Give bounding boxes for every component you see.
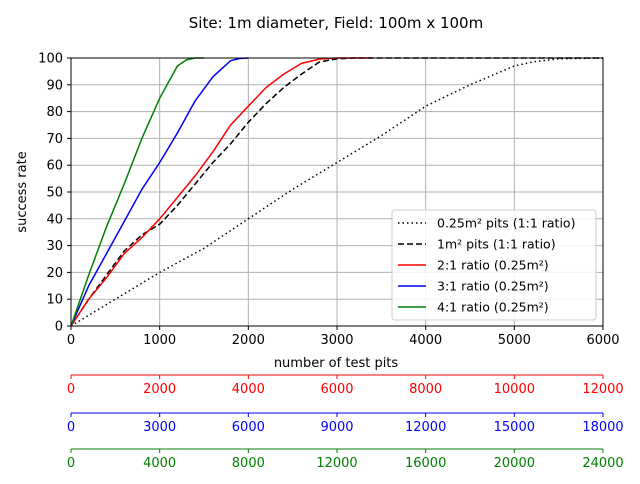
legend: 0.25m² pits (1:1 ratio) 1m² pits (1:1 rat… [391,209,597,321]
y-tick-label: 90 [46,78,63,93]
series-line-2 [70,57,603,327]
secondary-axis-label: 0 [67,382,75,397]
secondary-axis-label: 24000 [582,456,623,471]
chart-title: Site: 1m diameter, Field: 100m x 100m [189,14,483,32]
y-axis-label: success rate [15,151,30,232]
y-tick-label: 10 [46,293,63,308]
legend-label-3: 2:1 ratio (0.25m²) [437,258,549,273]
y-tick-label: 0 [55,320,63,335]
secondary-axis-label: 8000 [409,382,442,397]
series-line-1 [70,57,604,327]
legend-label-2: 1m² pits (1:1 ratio) [437,237,556,252]
y-tick-label: 20 [46,266,63,281]
x-tick-label: 5000 [498,333,531,348]
secondary-axes-layer: 0 2000 4000 6000 8000 10000 12000 0 3000 6000 9000… [67,374,624,471]
y-tick-label: 50 [46,186,63,201]
secondary-axis-label: 0 [67,456,75,471]
secondary-axis-label: 4000 [143,456,176,471]
secondary-axis-label: 12000 [316,456,357,471]
x-axis-label: number of test pits [274,356,399,371]
series-line-4 [70,57,249,327]
legend-label-1: 0.25m² pits (1:1 ratio) [437,216,575,231]
x-tick-label: 1000 [143,333,176,348]
x-tick-label: 2000 [232,333,265,348]
secondary-axis-label: 2000 [143,382,176,397]
secondary-axis-label: 16000 [405,456,446,471]
y-tick-label: 100 [38,52,63,67]
x-tick-label: 6000 [586,333,619,348]
secondary-axis-label: 0 [67,420,75,435]
x-tick-label: 3000 [320,333,353,348]
axes-layer: 0 1000 2000 3000 4000 5000 6000 0 10 20 30 40 50 60 70… [38,52,619,349]
secondary-axis-label: 9000 [320,420,353,435]
legend-label-4: 3:1 ratio (0.25m²) [437,279,549,294]
secondary-axis-label: 20000 [494,456,535,471]
legend-box [391,209,597,321]
legend-label-5: 4:1 ratio (0.25m²) [437,300,549,315]
secondary-axis-label: 12000 [405,420,446,435]
y-tick-label: 80 [46,105,63,120]
secondary-axis-label: 6000 [320,382,353,397]
y-tick-label: 70 [46,132,63,147]
y-tick-label: 60 [46,159,63,174]
secondary-axis-label: 15000 [494,420,535,435]
secondary-axis-label: 6000 [232,420,265,435]
x-tick-label: 0 [67,333,75,348]
y-tick-label: 40 [46,212,63,227]
secondary-axis-label: 4000 [232,382,265,397]
x-tick-label: 4000 [409,333,442,348]
secondary-axis-label: 8000 [232,456,265,471]
series-line-3 [70,57,373,327]
secondary-axis-label: 18000 [582,420,623,435]
y-tick-label: 30 [46,239,63,254]
secondary-axis-label: 10000 [494,382,535,397]
secondary-axis-label: 12000 [582,382,623,397]
secondary-axis-label: 3000 [143,420,176,435]
